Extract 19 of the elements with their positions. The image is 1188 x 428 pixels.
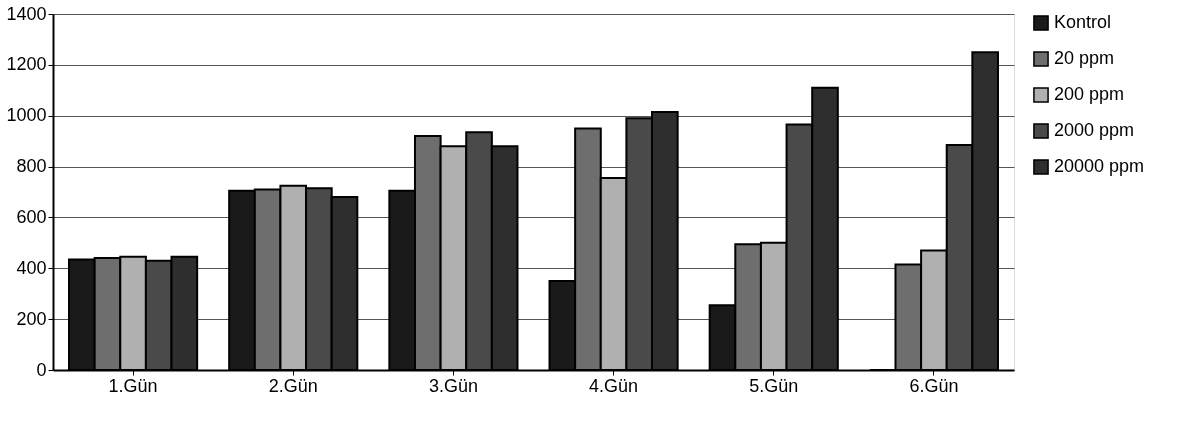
legend-label: 20 ppm [1054, 48, 1115, 68]
legend-label: 200 ppm [1054, 84, 1125, 104]
x-tick-label: 4.Gün [589, 375, 639, 396]
y-tick-label: 200 [16, 308, 47, 329]
x-tick-label: 2.Gün [268, 375, 318, 396]
legend-label: Kontrol [1054, 12, 1112, 32]
y-tick-label: 1200 [6, 54, 47, 75]
legend-label: 2000 ppm [1054, 120, 1135, 140]
y-tick-label: 0 [36, 359, 47, 380]
x-tick-label: 3.Gün [428, 375, 478, 396]
y-tick-label: 1400 [6, 3, 47, 24]
x-tick-label: 1.Gün [108, 375, 158, 396]
y-tick-label: 800 [16, 156, 47, 177]
x-tick-label: 5.Gün [749, 375, 799, 396]
y-tick-label: 400 [16, 257, 47, 278]
y-tick-label: 600 [16, 206, 47, 227]
y-tick-label: 1000 [6, 105, 47, 126]
x-tick-label: 6.Gün [909, 375, 959, 396]
legend-label: 20000 ppm [1054, 156, 1145, 176]
